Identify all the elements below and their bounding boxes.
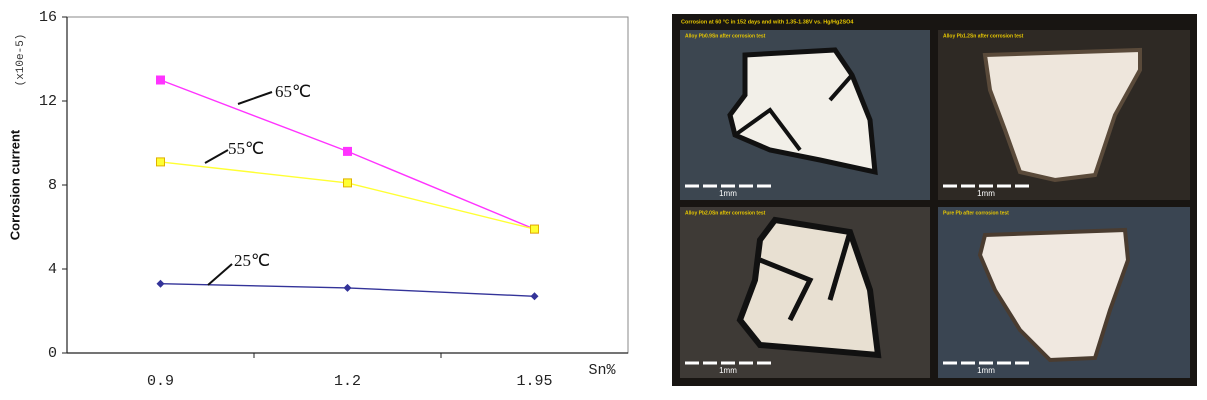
data-point [156,157,165,167]
y-tick-label: 4 [48,261,57,278]
micrograph-figure: Corrosion at 60 °C in 152 days and with … [672,14,1197,386]
panel-label: Alloy Pb0.9Sn after corrosion test [685,33,766,39]
y-tick-label: 12 [39,93,57,110]
specimen [982,47,1142,183]
annotation-leader [204,149,229,164]
series-label: 65℃ [275,82,311,101]
chart: Corrosion current (x10e-5) Sn% 0 4 8 12 16 0.… [7,9,629,390]
panel-label: Pure Pb after corrosion test [943,210,1009,216]
data-point [530,292,539,301]
x-axis-label: Sn% [588,362,616,379]
scale-bar-label: 1mm [977,189,995,198]
y-tick-label: 0 [48,345,57,362]
specimen [977,227,1131,363]
scale-bar-label: 1mm [719,189,737,198]
series-label: 25℃ [234,251,270,270]
data-point [156,75,165,85]
annotation-leader [237,91,273,105]
scale-bar-label: 1mm [719,366,737,375]
x-tick-label: 0.9 [147,373,174,390]
panel-label: Alloy Pb1.2Sn after corrosion test [943,33,1024,39]
y-axis-unit: (x10e-5) [15,34,27,87]
data-point [343,283,352,292]
data-point [530,224,539,234]
y-tick-label: 8 [48,177,57,194]
corrosion-crack [759,231,853,322]
scale-bar-label: 1mm [977,366,995,375]
series-label: 55℃ [228,139,264,158]
data-point [343,146,352,156]
corrosion-crack [733,73,854,152]
y-axis-label: Corrosion current [7,129,22,240]
x-tick-label: 1.95 [516,373,552,390]
data-point [343,178,352,188]
panel-label: Alloy Pb2.0Sn after corrosion test [685,210,766,216]
data-point [156,279,165,288]
y-tick-label: 16 [39,9,57,26]
annotation-leader [207,263,233,286]
micrograph-title: Corrosion at 60 °C in 152 days and with … [681,19,854,25]
series-line [160,161,535,230]
specimen [727,47,878,176]
x-tick-label: 1.2 [334,373,361,390]
